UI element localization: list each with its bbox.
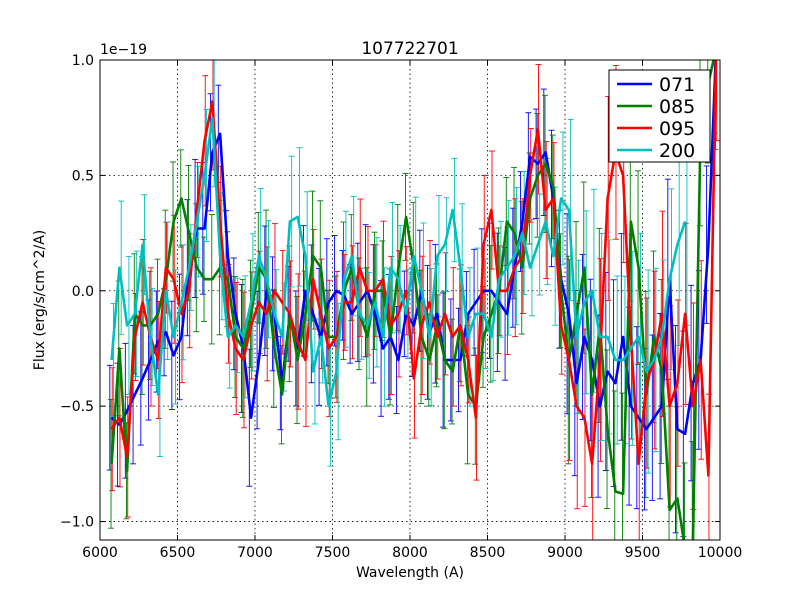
legend-label-085: 085 (659, 96, 695, 118)
x-tick-label: 8500 (470, 545, 506, 561)
y-axis-label: Flux (erg/s/cm^2/A) (32, 230, 48, 370)
legend-label-095: 095 (659, 118, 695, 140)
legend-label-071: 071 (659, 74, 695, 96)
y-tick-label: −0.5 (60, 399, 94, 415)
series-lines (110, 60, 718, 540)
y-tick-label: 1.0 (72, 53, 94, 69)
series-line-200 (110, 116, 687, 408)
x-tick-label: 6500 (160, 545, 196, 561)
y-axis-offset-label: 1e−19 (100, 42, 147, 58)
x-tick-label: 9500 (625, 545, 661, 561)
y-tick-label: −1.0 (60, 515, 94, 531)
y-tick-label: 0.0 (72, 284, 94, 300)
axis-ticks: 6000 6500 7000 7500 8000 8500 9000 9500 10000 −1.… (60, 53, 742, 561)
series-line-085 (110, 60, 715, 540)
legend-label-200: 200 (659, 140, 695, 162)
x-tick-label: 10000 (698, 545, 743, 561)
legend-box (608, 69, 711, 163)
x-tick-label: 7500 (315, 545, 351, 561)
x-axis-label: Wavelength (A) (356, 565, 464, 581)
x-tick-label: 6000 (82, 545, 118, 561)
x-tick-label: 7000 (237, 545, 273, 561)
x-tick-label: 9000 (547, 545, 583, 561)
y-tick-label: 0.5 (72, 168, 94, 184)
x-tick-label: 8000 (392, 545, 428, 561)
chart-title: 107722701 (361, 39, 458, 59)
series-line-071 (110, 60, 717, 436)
